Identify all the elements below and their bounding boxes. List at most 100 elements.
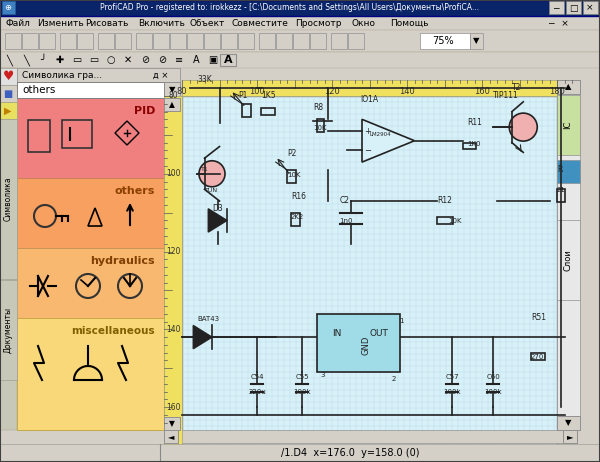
Text: ▭: ▭ — [73, 55, 82, 65]
Text: ♥: ♥ — [2, 71, 14, 84]
Bar — [238, 33, 254, 49]
Text: 1: 1 — [400, 318, 404, 324]
Text: 10K: 10K — [313, 125, 327, 131]
Bar — [0, 68, 17, 430]
Bar — [187, 33, 203, 49]
Bar — [204, 33, 220, 49]
Text: 270: 270 — [531, 354, 544, 360]
Bar — [563, 430, 577, 443]
Polygon shape — [362, 119, 415, 162]
Text: ▼: ▼ — [473, 36, 479, 45]
Text: 100k: 100k — [443, 389, 461, 395]
Text: ▭: ▭ — [89, 55, 98, 65]
Text: 140: 140 — [166, 325, 180, 334]
Bar — [0, 68, 17, 85]
Text: Объект: Объект — [190, 18, 226, 28]
Bar — [557, 189, 565, 202]
Text: ╯: ╯ — [40, 55, 46, 65]
Text: IN: IN — [332, 329, 341, 338]
Text: д ×: д × — [152, 71, 168, 79]
Bar — [317, 119, 324, 132]
Text: T1: T1 — [200, 167, 208, 172]
Bar — [17, 318, 164, 430]
Text: ▼: ▼ — [565, 419, 571, 427]
Bar — [164, 98, 180, 111]
Polygon shape — [208, 209, 227, 232]
Text: BAT43: BAT43 — [197, 316, 219, 322]
Text: C57: C57 — [445, 374, 459, 380]
Text: GND: GND — [361, 335, 370, 354]
Bar — [164, 430, 577, 443]
Text: IC: IC — [563, 121, 572, 129]
Bar — [164, 96, 182, 446]
Bar — [310, 33, 326, 49]
Bar — [0, 52, 600, 68]
Circle shape — [509, 113, 537, 141]
Bar — [549, 1, 564, 14]
Text: 2: 2 — [392, 376, 397, 382]
Bar — [164, 430, 178, 443]
Bar — [60, 33, 76, 49]
Text: ■: ■ — [4, 89, 13, 99]
Bar — [39, 33, 55, 49]
Bar — [557, 220, 580, 300]
Text: Совместите: Совместите — [232, 18, 289, 28]
Text: ⊕: ⊕ — [5, 4, 11, 12]
Text: ⊘: ⊘ — [158, 55, 166, 65]
Bar — [5, 33, 21, 49]
Text: Помощь: Помощь — [390, 18, 428, 28]
Bar — [170, 33, 186, 49]
Text: 3: 3 — [321, 372, 325, 378]
Bar — [583, 1, 598, 14]
Bar — [557, 80, 580, 430]
Bar — [566, 1, 581, 14]
Text: ▲: ▲ — [565, 83, 571, 91]
Text: P1: P1 — [238, 91, 248, 100]
Text: 1K0: 1K0 — [467, 140, 481, 146]
Bar — [115, 33, 131, 49]
Text: +: + — [364, 127, 371, 135]
Text: ≡: ≡ — [175, 55, 183, 65]
Text: Рисовать: Рисовать — [85, 18, 128, 28]
Bar — [0, 102, 17, 119]
Text: 100: 100 — [249, 87, 265, 97]
Bar — [293, 33, 309, 49]
Text: −: − — [364, 146, 371, 155]
Bar — [221, 33, 237, 49]
Text: 100k: 100k — [293, 389, 311, 395]
Text: Просмотр: Просмотр — [295, 18, 341, 28]
Bar — [317, 314, 400, 372]
Text: ○: ○ — [107, 55, 115, 65]
Text: 10K: 10K — [287, 172, 301, 178]
Text: Изменить: Изменить — [37, 18, 84, 28]
Bar — [557, 416, 580, 430]
Circle shape — [199, 161, 225, 187]
Text: 220u: 220u — [248, 389, 266, 395]
Bar — [17, 248, 164, 318]
Text: 100: 100 — [166, 169, 180, 178]
Bar — [437, 217, 453, 224]
Text: R12: R12 — [437, 196, 452, 205]
Text: T2: T2 — [512, 83, 521, 92]
Text: ×: × — [586, 4, 594, 12]
Bar — [259, 33, 275, 49]
Bar — [0, 16, 600, 30]
Bar — [420, 33, 470, 49]
Bar — [22, 33, 38, 49]
Bar — [276, 33, 292, 49]
Text: 140: 140 — [399, 87, 415, 97]
Text: Файл: Файл — [5, 18, 30, 28]
Text: 80: 80 — [176, 87, 187, 97]
Bar — [153, 33, 169, 49]
Bar — [182, 96, 557, 446]
Bar — [0, 280, 17, 380]
Bar — [28, 120, 50, 152]
Bar — [287, 170, 296, 183]
Bar — [17, 98, 164, 178]
Text: 100k: 100k — [484, 389, 502, 395]
Bar — [77, 33, 93, 49]
Bar — [348, 33, 364, 49]
Text: miscellaneous: miscellaneous — [71, 326, 155, 336]
Text: 1n0: 1n0 — [340, 219, 353, 225]
Text: ╲: ╲ — [23, 54, 29, 66]
